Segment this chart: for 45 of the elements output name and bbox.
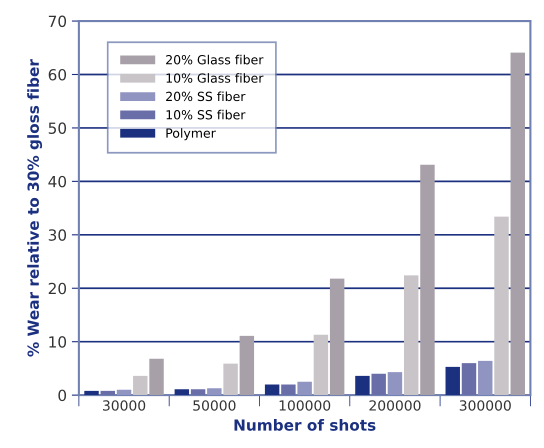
bar bbox=[240, 336, 254, 396]
bar bbox=[190, 389, 206, 396]
bar bbox=[281, 384, 296, 396]
x-axis-title: Number of shots bbox=[234, 418, 376, 431]
bar bbox=[207, 388, 222, 396]
bar bbox=[297, 382, 312, 396]
x-tick-label: 300000 bbox=[460, 400, 511, 411]
y-tick-label: 50 bbox=[48, 122, 66, 134]
bar bbox=[330, 278, 344, 396]
bar bbox=[223, 364, 238, 396]
bar bbox=[100, 390, 115, 396]
x-tick-label: 200000 bbox=[369, 400, 421, 411]
legend-label: Polymer bbox=[166, 128, 216, 140]
x-tick-label: 100000 bbox=[280, 400, 330, 411]
bar bbox=[314, 334, 328, 396]
legend-label: 20% Glass fiber bbox=[166, 54, 264, 64]
bar bbox=[462, 363, 476, 396]
bar bbox=[404, 275, 418, 396]
bar bbox=[446, 366, 460, 396]
bar bbox=[174, 389, 190, 396]
bar bbox=[371, 374, 386, 396]
bar bbox=[510, 52, 525, 396]
bar bbox=[133, 376, 148, 396]
bar bbox=[494, 216, 509, 396]
bar bbox=[149, 358, 164, 396]
legend-label: 20% SS fiber bbox=[166, 91, 246, 102]
y-tick-label: 10 bbox=[49, 336, 66, 348]
y-tick-label: 0 bbox=[58, 390, 66, 402]
bar bbox=[478, 360, 492, 396]
y-tick-label: 20 bbox=[48, 282, 66, 294]
legend-label: 10% Glass fiber bbox=[166, 73, 264, 83]
bar bbox=[355, 376, 370, 396]
bar bbox=[420, 164, 435, 396]
y-tick-label: 40 bbox=[48, 176, 66, 188]
y-axis-title: % Wear relative to 30% gloss fiber bbox=[27, 59, 42, 357]
y-tick-label: 70 bbox=[48, 16, 66, 28]
legend-label: 10% SS fiber bbox=[166, 110, 246, 120]
x-tick-label: 50000 bbox=[193, 400, 236, 411]
y-tick-label: 30 bbox=[48, 229, 66, 241]
x-tick-label: 30000 bbox=[103, 400, 146, 411]
y-tick-label: 60 bbox=[48, 68, 66, 81]
bar bbox=[116, 390, 132, 396]
bar bbox=[84, 390, 99, 396]
bar bbox=[388, 372, 402, 396]
bar bbox=[264, 384, 280, 396]
